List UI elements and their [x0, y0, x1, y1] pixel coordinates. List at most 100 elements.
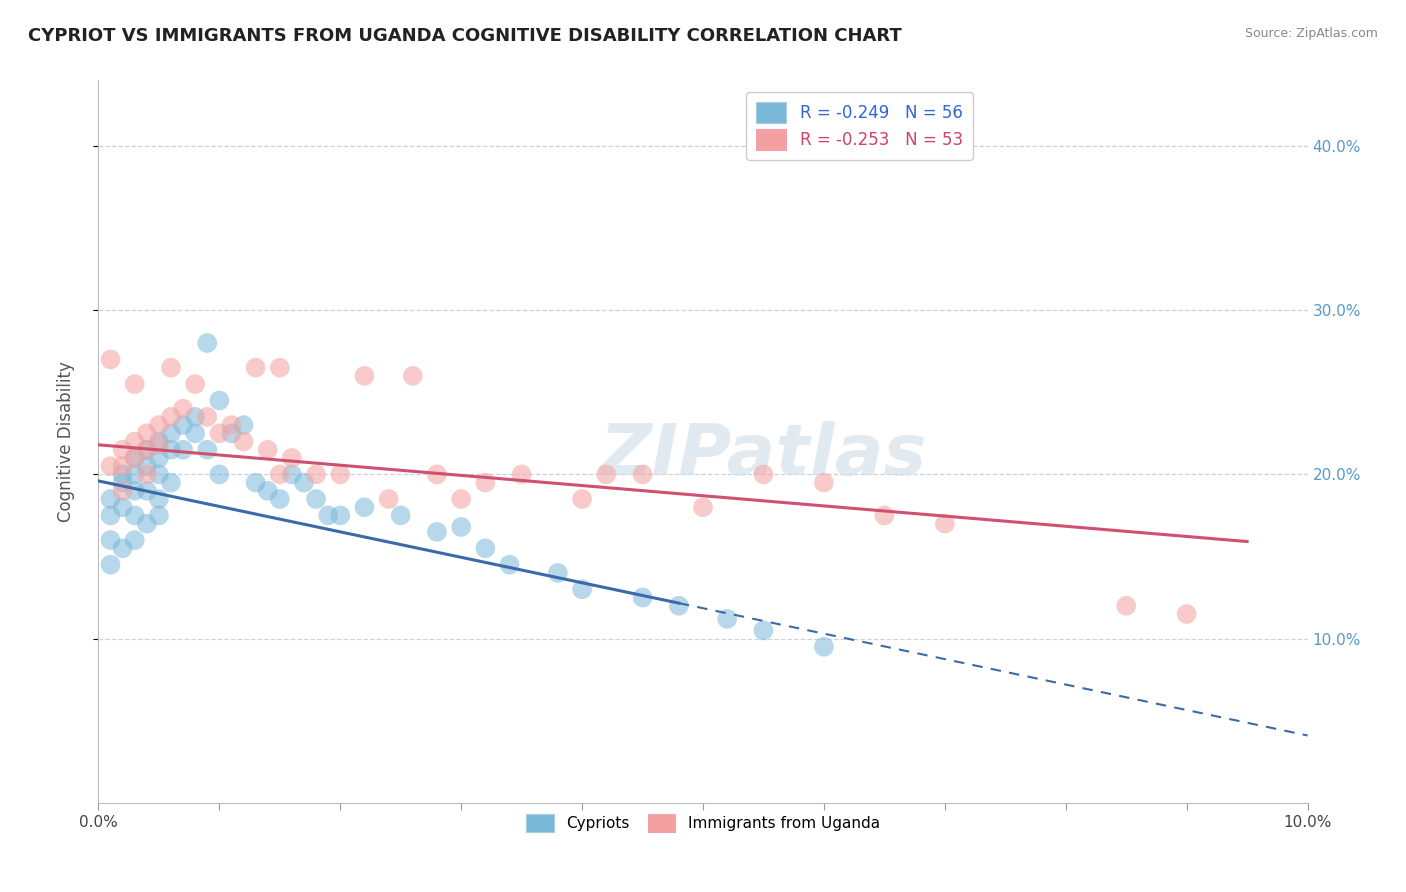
Point [813, 475, 835, 490]
Point [245, 475, 267, 490]
Point [148, 438, 170, 452]
Point [668, 599, 690, 613]
Text: ZIPatlas: ZIPatlas [600, 422, 927, 491]
Point [547, 566, 569, 580]
Point [329, 467, 352, 482]
Point [172, 418, 194, 433]
Point [305, 467, 328, 482]
Point [148, 434, 170, 449]
Point [111, 541, 134, 556]
Text: Source: ZipAtlas.com: Source: ZipAtlas.com [1244, 27, 1378, 40]
Point [813, 640, 835, 654]
Point [245, 360, 267, 375]
Point [269, 467, 291, 482]
Point [353, 500, 375, 515]
Point [111, 500, 134, 515]
Point [135, 442, 157, 457]
Point [256, 483, 278, 498]
Text: CYPRIOT VS IMMIGRANTS FROM UGANDA COGNITIVE DISABILITY CORRELATION CHART: CYPRIOT VS IMMIGRANTS FROM UGANDA COGNIT… [28, 27, 901, 45]
Point [256, 442, 278, 457]
Point [160, 475, 183, 490]
Point [631, 591, 654, 605]
Point [135, 516, 157, 531]
Point [135, 459, 157, 474]
Point [269, 360, 291, 375]
Point [316, 508, 339, 523]
Point [269, 491, 291, 506]
Point [377, 491, 399, 506]
Point [426, 467, 449, 482]
Point [752, 467, 775, 482]
Point [1175, 607, 1198, 621]
Legend: Cypriots, Immigrants from Uganda: Cypriots, Immigrants from Uganda [520, 807, 886, 838]
Point [716, 612, 738, 626]
Point [232, 418, 254, 433]
Point [100, 352, 122, 367]
Point [124, 483, 146, 498]
Point [450, 491, 472, 506]
Point [305, 491, 328, 506]
Point [195, 336, 218, 351]
Point [135, 426, 157, 441]
Point [184, 409, 207, 424]
Point [595, 467, 617, 482]
Point [111, 475, 134, 490]
Point [148, 467, 170, 482]
Point [135, 483, 157, 498]
Point [208, 426, 231, 441]
Point [692, 500, 714, 515]
Point [111, 483, 134, 498]
Point [184, 377, 207, 392]
Point [160, 426, 183, 441]
Point [752, 624, 775, 638]
Point [873, 508, 896, 523]
Point [195, 442, 218, 457]
Point [934, 516, 956, 531]
Point [353, 368, 375, 383]
Point [111, 459, 134, 474]
Point [426, 524, 449, 539]
Point [474, 475, 496, 490]
Point [111, 467, 134, 482]
Point [100, 533, 122, 547]
Point [571, 582, 593, 597]
Point [148, 418, 170, 433]
Point [292, 475, 315, 490]
Point [160, 442, 183, 457]
Point [135, 442, 157, 457]
Point [100, 558, 122, 572]
Point [124, 450, 146, 465]
Point [510, 467, 533, 482]
Point [172, 401, 194, 416]
Point [281, 467, 304, 482]
Point [389, 508, 412, 523]
Point [148, 450, 170, 465]
Point [124, 533, 146, 547]
Point [172, 442, 194, 457]
Point [208, 393, 231, 408]
Point [100, 491, 122, 506]
Point [135, 467, 157, 482]
Point [100, 459, 122, 474]
Point [111, 442, 134, 457]
Point [450, 520, 472, 534]
Point [124, 377, 146, 392]
Point [631, 467, 654, 482]
Point [100, 508, 122, 523]
Point [184, 426, 207, 441]
Point [232, 434, 254, 449]
Point [124, 450, 146, 465]
Point [160, 409, 183, 424]
Point [148, 508, 170, 523]
Point [208, 467, 231, 482]
Point [329, 508, 352, 523]
Point [1115, 599, 1137, 613]
Point [221, 426, 243, 441]
Point [124, 467, 146, 482]
Point [195, 409, 218, 424]
Point [124, 508, 146, 523]
Y-axis label: Cognitive Disability: Cognitive Disability [56, 361, 75, 522]
Point [474, 541, 496, 556]
Point [402, 368, 425, 383]
Point [221, 418, 243, 433]
